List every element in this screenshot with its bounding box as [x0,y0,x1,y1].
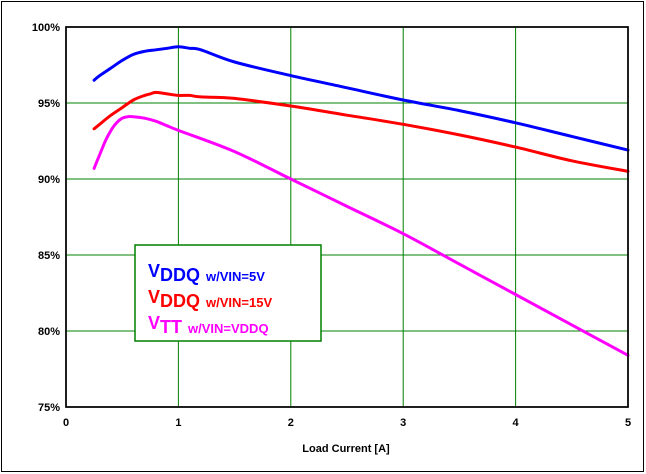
x-axis-title: Load Current [A] [302,443,390,455]
y-tick-label: 80% [38,326,60,338]
series-line-2 [92,90,630,173]
x-tick-label: 0 [63,417,69,429]
x-tick-label: 2 [288,417,294,429]
x-tick-label: 5 [625,417,631,429]
series-lines [92,45,630,357]
legend-entry-1: VDDQ w/VIN=5V [148,261,265,285]
x-tick-label: 1 [175,417,181,429]
x-tick-label: 3 [400,417,406,429]
y-tick-label: 95% [38,98,60,110]
legend-box [134,244,322,342]
x-tick-labels: 0 1 2 3 4 5 [63,417,631,429]
series-line-3 [92,114,630,357]
series-line-1 [92,45,630,152]
legend-entry-2: VDDQ w/VIN=15V [148,287,272,311]
y-tick-label: 90% [38,174,60,186]
plot-border [65,26,629,408]
y-tick-label: 85% [38,250,60,262]
y-tick-label: 75% [38,402,60,414]
y-tick-labels: 75% 80% 85% 90% 95% 100% [32,22,60,414]
plot-area [65,26,629,408]
y-tick-label: 100% [32,22,60,34]
x-tick-label: 4 [513,417,520,429]
legend-entry-3: VTT w/VIN=VDDQ [148,313,269,337]
